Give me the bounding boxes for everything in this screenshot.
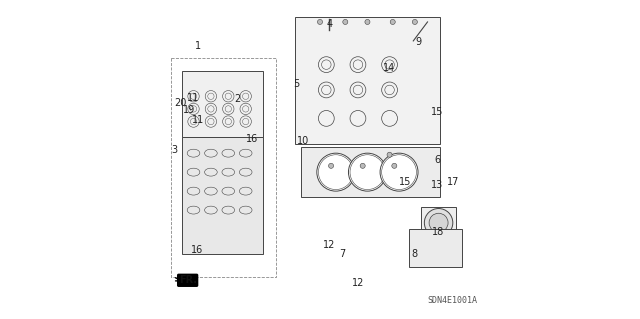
Text: 15: 15 [399,177,412,187]
Text: 11: 11 [188,93,200,103]
Circle shape [412,19,417,25]
Circle shape [392,163,397,168]
Circle shape [390,19,396,25]
Text: 4: 4 [326,19,333,28]
Circle shape [343,19,348,25]
Text: 8: 8 [412,249,418,259]
Polygon shape [301,147,440,197]
Circle shape [317,19,323,25]
Text: 12: 12 [352,278,364,288]
Text: 11: 11 [192,115,204,125]
Circle shape [380,153,418,191]
Circle shape [424,209,453,237]
Text: SDN4E1001A: SDN4E1001A [428,296,478,305]
Circle shape [429,213,448,232]
Polygon shape [294,17,440,144]
Circle shape [348,153,387,191]
Text: 5: 5 [293,78,300,89]
Polygon shape [182,71,263,137]
Text: 18: 18 [431,227,444,237]
Circle shape [317,153,355,191]
Text: 16: 16 [246,134,258,144]
Text: 12: 12 [323,240,335,250]
Text: 7: 7 [339,249,345,259]
Text: 15: 15 [431,107,443,117]
Text: 20: 20 [174,98,186,108]
Circle shape [328,163,333,168]
Circle shape [365,19,370,25]
Text: 16: 16 [191,245,204,255]
Text: 13: 13 [431,180,443,190]
Text: FR.: FR. [179,275,196,285]
Text: 9: 9 [415,38,421,48]
Polygon shape [408,229,462,267]
Text: 6: 6 [434,154,440,165]
Text: 14: 14 [383,63,396,73]
Polygon shape [182,137,263,254]
Text: 10: 10 [298,136,310,145]
Text: 1: 1 [195,41,202,51]
Text: 2: 2 [235,94,241,104]
Text: 3: 3 [171,145,177,155]
Polygon shape [421,207,456,261]
Text: 19: 19 [182,106,195,115]
Circle shape [360,163,365,168]
Text: 17: 17 [447,177,459,187]
Circle shape [387,152,392,157]
